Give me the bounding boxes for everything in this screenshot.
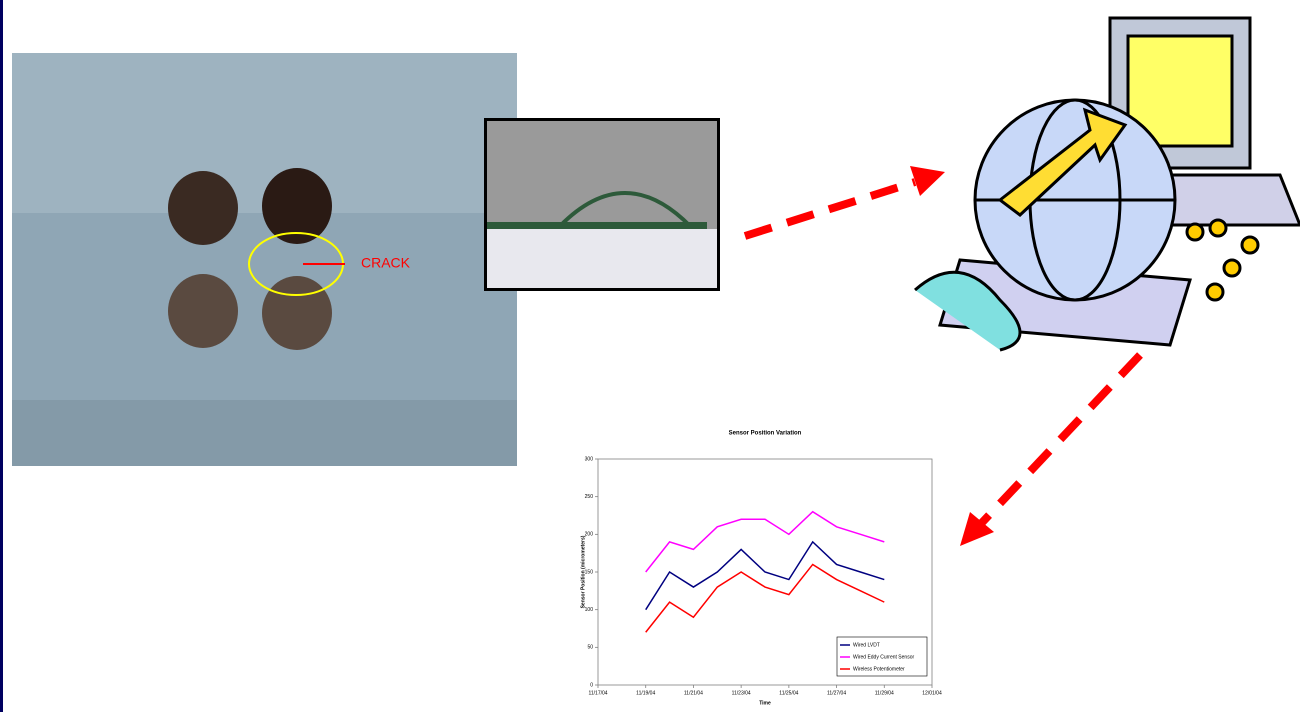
slide: CRACK Sensor Position Variation Time Sen… bbox=[0, 0, 1300, 712]
legend-label: Wireless Potentiometer bbox=[853, 666, 905, 672]
x-axis-label: Time bbox=[759, 700, 771, 706]
x-tick-label: 11/25/04 bbox=[779, 690, 798, 696]
y-tick-label: 200 bbox=[585, 532, 594, 538]
y-tick-label: 50 bbox=[587, 645, 593, 651]
x-tick-label: 11/29/04 bbox=[875, 690, 894, 696]
plate-photo bbox=[12, 53, 517, 466]
chart-title: Sensor Position Variation bbox=[729, 431, 802, 437]
left-border bbox=[0, 0, 3, 712]
y-tick-label: 250 bbox=[585, 494, 594, 500]
x-tick-label: 12/01/04 bbox=[922, 690, 942, 696]
y-tick-label: 100 bbox=[585, 607, 594, 613]
legend-label: Wired LVDT bbox=[853, 642, 880, 648]
x-tick-label: 11/17/04 bbox=[588, 690, 607, 696]
x-tick-label: 11/23/04 bbox=[732, 690, 751, 696]
x-tick-label: 11/27/04 bbox=[827, 690, 846, 696]
y-tick-label: 150 bbox=[585, 569, 594, 575]
x-tick-label: 11/19/04 bbox=[636, 690, 655, 696]
y-tick-label: 300 bbox=[585, 456, 594, 462]
crack-label: CRACK bbox=[361, 255, 411, 271]
y-tick-label: 0 bbox=[590, 682, 593, 688]
arrow-head bbox=[910, 166, 945, 196]
computer-clipart bbox=[915, 18, 1300, 350]
x-tick-label: 11/21/04 bbox=[684, 690, 703, 696]
legend-label: Wired Eddy Current Sensor bbox=[853, 654, 914, 660]
bridge-photo bbox=[484, 118, 720, 291]
